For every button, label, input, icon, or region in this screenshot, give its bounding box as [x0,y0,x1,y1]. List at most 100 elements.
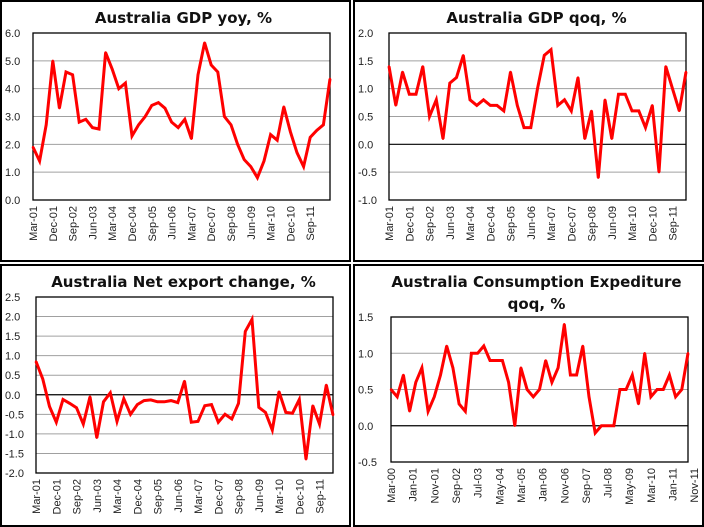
x-tick-label: Dec-04 [132,479,144,514]
data-point [420,366,424,369]
x-tick-label: Jul-03 [473,468,485,498]
data-point [624,93,627,96]
data-point [525,388,529,391]
data-point [78,120,81,124]
y-tick-label: 1.0 [358,84,373,96]
data-point [414,93,418,96]
data-point [249,165,252,168]
y-tick-label: 0.0 [358,421,373,433]
x-tick-label: Mar-01 [384,206,396,241]
data-point [501,359,504,362]
data-point [536,87,539,90]
data-point [122,397,125,400]
data-point [229,123,233,127]
data-point [475,104,478,107]
x-tick-label: Dec-10 [285,206,297,241]
data-point [318,422,321,426]
data-point [51,59,54,63]
chart-panel-net-export: Australia Net export change, % -2.0 -1.5 -1… [0,264,351,527]
x-tick-label: Mar-01 [31,479,43,514]
data-point [236,143,239,146]
data-point [117,87,121,90]
data-point [414,381,417,384]
data-point [457,402,461,406]
data-point [612,424,615,427]
data-point [269,133,272,136]
x-tick-label: Jan-11 [668,468,680,501]
data-point [664,65,667,68]
data-point [470,352,473,355]
data-point [610,137,613,140]
data-point [34,360,38,363]
data-point [237,402,240,405]
data-point [157,101,160,104]
y-tick-label: -1.0 [5,429,24,441]
data-point [111,67,114,71]
data-point [408,410,411,413]
data-point [91,126,94,129]
data-point [433,395,436,398]
data-point [583,137,586,140]
x-tick-label: Mar-04 [107,206,119,241]
x-tick-label: Jun-09 [607,206,619,240]
data-point [519,366,523,369]
data-point [243,158,246,161]
data-point [170,120,173,124]
data-point [289,130,292,134]
data-point [590,109,593,113]
y-tick-label: -1.5 [5,448,24,460]
data-point [64,70,68,74]
plot-area-border [32,32,331,201]
data-point [97,127,101,131]
data-point [684,70,688,74]
x-tick-label: Nov-11 [689,468,701,503]
x-tick-label: Mar-01 [28,206,40,241]
data-point [203,41,206,44]
data-point [600,424,603,427]
data-point [309,136,312,139]
data-point [38,159,41,163]
data-point [282,105,285,108]
data-point [402,373,405,377]
data-point [169,399,173,402]
chart-panel-gdp-yoy: Australia GDP yoy, % 0.0 1.0 2.0 3.0 4.0 5.0 6.… [0,0,351,262]
chart-svg: Australia GDP qoq, % -1.0 -0.5 0.0 0.5 1.0 1.5… [358,9,688,241]
data-point [686,352,690,355]
data-point [88,395,92,398]
data-point [569,373,572,377]
data-point [196,73,200,76]
y-tick-label: 2.0 [5,312,20,324]
data-point [439,373,442,377]
data-point [210,63,213,67]
data-point [163,106,167,110]
x-tick-label: Nov-06 [559,468,571,503]
data-point [441,137,445,140]
data-point [655,388,659,391]
x-tick-label: Sep-02 [68,206,80,241]
data-point [618,388,622,391]
x-tick-label: Sep-02 [425,206,437,241]
data-point [680,388,684,391]
x-tick-label: Dec-07 [566,206,578,241]
x-tick-label: Jun-06 [526,206,538,240]
x-tick-label: Jun-03 [87,206,99,240]
data-point [630,109,634,113]
x-tick-label: Jun-09 [254,479,266,513]
x-tick-label: Mar-04 [112,479,124,514]
data-point [210,403,213,406]
y-tick-label: -0.5 [358,457,377,469]
y-tick-label: 1.0 [358,348,373,360]
x-tick-label: Jun-03 [445,206,457,240]
data-point [31,145,35,149]
data-point [674,395,677,398]
data-point [593,431,597,435]
y-tick-label: 3.0 [5,112,20,124]
data-point [142,399,146,402]
y-tick-label: 2.5 [5,292,20,304]
chart-title: Australia Net export change, % [51,273,316,291]
x-tick-label: Dec-10 [647,206,659,241]
data-point [291,411,294,415]
data-point [395,395,399,398]
data-point [529,126,532,129]
data-point [606,424,609,427]
